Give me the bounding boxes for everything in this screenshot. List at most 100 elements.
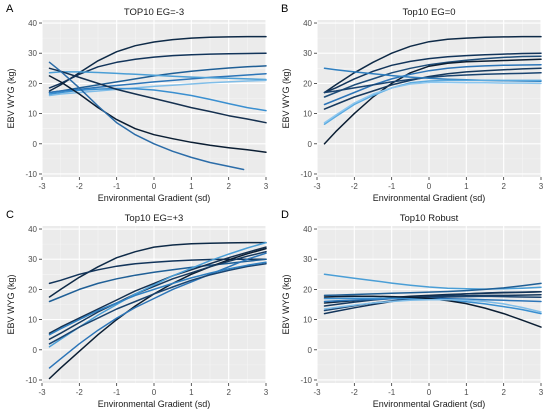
y-tick-label: -10 (25, 376, 37, 385)
chart-title: Top10 EG=0 (402, 7, 455, 18)
series-line-1 (323, 35, 542, 94)
series-line-2 (323, 282, 542, 297)
x-tick-label: 0 (152, 182, 157, 191)
panel-label: A (6, 3, 14, 15)
series-line-7 (323, 72, 542, 94)
series-line-9 (48, 75, 267, 153)
x-tick-label: 2 (501, 388, 506, 397)
y-tick-label: 40 (303, 225, 312, 234)
series-line-10 (48, 261, 267, 336)
x-tick-label: 3 (539, 182, 544, 191)
series-line-4 (48, 72, 267, 94)
x-tick-label: -2 (351, 182, 359, 191)
series-line-5 (323, 294, 542, 307)
x-tick-label: 3 (264, 182, 269, 191)
x-axis-label: Environmental Gradient (sd) (98, 193, 211, 203)
y-tick-label: 30 (303, 49, 312, 58)
series-line-1 (48, 35, 267, 92)
major-gridlines (316, 226, 542, 383)
panel-label: D (281, 209, 289, 221)
y-tick-label: 10 (28, 110, 37, 119)
y-axis-label: EBV WYG (kg) (281, 68, 291, 128)
major-gridlines (316, 20, 542, 177)
x-tick-label: 3 (539, 388, 544, 397)
series-line-6 (48, 246, 267, 334)
series-line-1 (48, 241, 267, 298)
x-tick-label: -3 (38, 182, 46, 191)
x-tick-label: -1 (388, 388, 396, 397)
series-line-6 (48, 79, 267, 97)
y-tick-label: 30 (28, 255, 37, 264)
x-tick-label: 2 (501, 182, 506, 191)
y-tick-label: 20 (28, 285, 37, 294)
series-line-5 (48, 252, 267, 369)
chart-title: TOP10 EG=-3 (124, 7, 184, 18)
y-axis-label: EBV WYG (kg) (281, 274, 291, 334)
x-tick-label: -2 (351, 388, 359, 397)
x-tick-label: 0 (427, 182, 432, 191)
chart-title: Top10 EG=+3 (125, 213, 184, 224)
x-tick-label: -2 (76, 182, 84, 191)
series-line-10 (323, 81, 542, 124)
x-tick-label: -1 (113, 388, 121, 397)
x-tick-label: -1 (113, 182, 121, 191)
series-line-7 (48, 250, 267, 340)
y-tick-label: 10 (28, 316, 37, 325)
series-line-6 (323, 67, 542, 110)
y-tick-label: -10 (300, 170, 312, 179)
y-tick-label: 30 (28, 49, 37, 58)
x-tick-label: 0 (152, 388, 157, 397)
y-tick-label: 20 (28, 79, 37, 88)
series-line-5 (323, 63, 542, 106)
x-tick-label: -3 (313, 182, 321, 191)
x-tick-label: 1 (189, 388, 194, 397)
x-axis-label: Environmental Gradient (sd) (98, 399, 211, 409)
x-tick-label: -2 (76, 388, 84, 397)
x-tick-label: -1 (388, 182, 396, 191)
x-tick-label: 2 (226, 182, 231, 191)
series-line-2 (323, 52, 542, 94)
series-line-10 (323, 298, 542, 313)
y-tick-label: 0 (33, 140, 38, 149)
series-line-9 (323, 79, 542, 125)
x-tick-label: 1 (464, 182, 469, 191)
y-tick-label: 10 (303, 316, 312, 325)
series-line-5 (48, 71, 267, 81)
x-tick-label: 1 (464, 388, 469, 397)
y-axis-label: EBV WYG (kg) (6, 68, 16, 128)
series-line-8 (48, 67, 267, 124)
y-tick-label: 40 (28, 225, 37, 234)
x-tick-label: 3 (264, 388, 269, 397)
x-tick-label: -3 (313, 388, 321, 397)
x-axis-label: Environmental Gradient (sd) (373, 399, 486, 409)
x-tick-label: 1 (189, 182, 194, 191)
series-line-1 (323, 273, 542, 290)
series-line-2 (48, 52, 267, 89)
series-line-10 (48, 61, 245, 171)
chart-title: Top10 Robust (400, 213, 459, 224)
panel-label: C (6, 209, 14, 221)
y-tick-label: -10 (300, 376, 312, 385)
y-tick-label: -10 (25, 170, 37, 179)
y-tick-label: 10 (303, 110, 312, 119)
y-axis-label: EBV WYG (kg) (6, 274, 16, 334)
panel-label: B (281, 3, 288, 15)
y-tick-label: 0 (33, 346, 38, 355)
y-tick-label: 40 (303, 19, 312, 28)
y-tick-label: 30 (303, 255, 312, 264)
series-line-9 (323, 295, 542, 328)
x-tick-label: -3 (38, 388, 46, 397)
series-line-7 (48, 87, 267, 112)
y-tick-label: 0 (308, 346, 313, 355)
y-tick-label: 20 (303, 285, 312, 294)
series-line-3 (323, 55, 542, 98)
series-line-4 (323, 58, 542, 145)
series-line-3 (48, 258, 267, 303)
x-tick-label: 2 (226, 388, 231, 397)
x-axis-label: Environmental Gradient (sd) (373, 193, 486, 203)
